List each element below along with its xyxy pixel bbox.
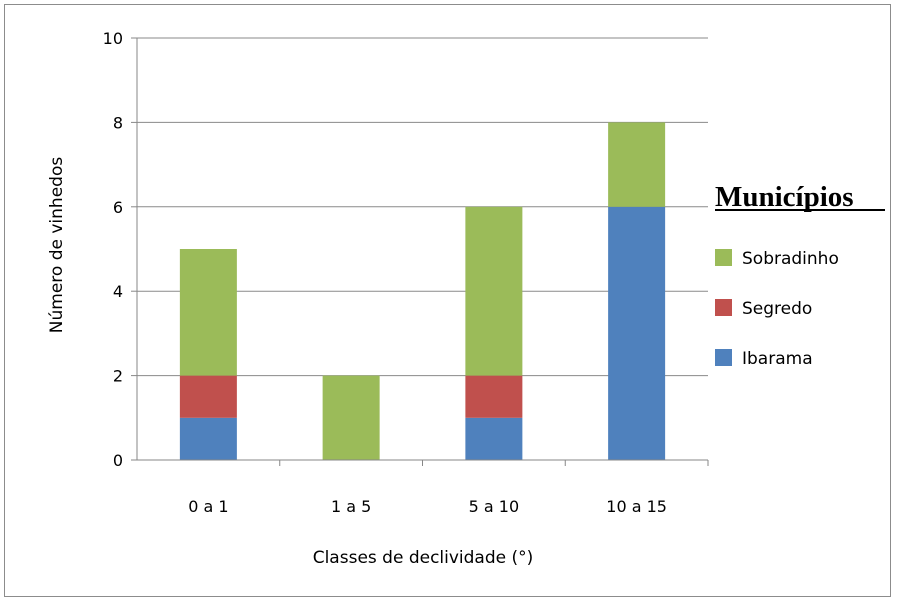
legend-title: Municípios [715, 181, 854, 213]
x-tick-label: 5 a 10 [469, 497, 520, 516]
legend-swatch-segredo [715, 299, 732, 316]
bar-segment-sobradinho [465, 206, 523, 376]
bar-segment-segredo [179, 375, 237, 418]
x-axis-title: Classes de declividade (°) [313, 548, 534, 568]
bar-segment-sobradinho [179, 249, 237, 376]
chart-frame [4, 4, 891, 597]
legend-items: Sobradinho Segredo Ibarama [715, 249, 839, 369]
bar-segment-sobradinho [322, 375, 380, 460]
bar-segment-ibarama [465, 417, 523, 460]
legend-label-segredo: Segredo [742, 299, 812, 319]
legend-swatch-ibarama [715, 349, 732, 366]
bar-segment-sobradinho [608, 122, 666, 207]
y-tick-label: 8 [113, 113, 123, 132]
y-tick-label: 6 [113, 198, 123, 217]
legend: Municípios Sobradinho Segredo Ibarama [715, 181, 885, 369]
bars [179, 122, 666, 460]
legend-label-sobradinho: Sobradinho [742, 249, 839, 269]
bar-segment-ibarama [179, 417, 237, 460]
y-tick-label: 0 [113, 451, 123, 470]
x-tick-label: 10 a 15 [606, 497, 667, 516]
bar-segment-ibarama [608, 206, 666, 460]
y-tick-label: 10 [103, 29, 123, 48]
y-tick-labels: 0 2 4 6 8 10 [103, 29, 137, 470]
bar-segment-segredo [465, 375, 523, 418]
x-tick-label: 1 a 5 [331, 497, 371, 516]
legend-swatch-sobradinho [715, 249, 732, 266]
legend-label-ibarama: Ibarama [742, 349, 813, 369]
y-tick-label: 2 [113, 367, 123, 386]
y-tick-label: 4 [113, 282, 123, 301]
x-tick-label: 0 a 1 [188, 497, 228, 516]
y-axis-title: Número de vinhedos [47, 157, 67, 334]
x-tick-labels: 0 a 1 1 a 5 5 a 10 10 a 15 [188, 460, 709, 516]
